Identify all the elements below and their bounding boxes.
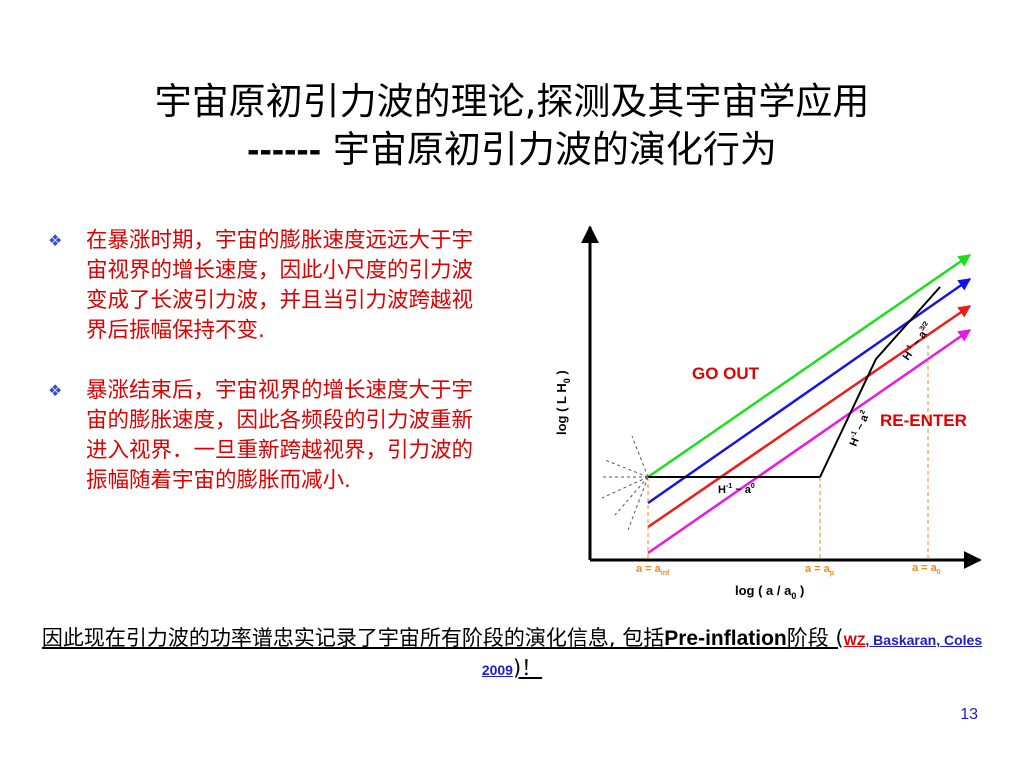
go-out-label: GO OUT <box>692 364 760 383</box>
page-number: 13 <box>960 706 978 723</box>
summary-pre-inflation: Pre-inflation <box>664 627 787 650</box>
horizon-crossing-diagram: GO OUT RE-ENTER H-1 ~ a0 H-1 ~ a2 H-1 ~ … <box>554 225 982 601</box>
diamond-bullet-icon: ❖ <box>48 381 63 400</box>
pre-inflation-dashes <box>600 435 649 531</box>
bullet-item-post-inflation: ❖ 暴涨结束后，宇宙视界的增长速度大于宇宙的膨胀速度，因此各频段的引力波重新进入… <box>48 376 493 496</box>
reference-wz-link[interactable]: WZ <box>843 632 866 648</box>
bullet-text: 在暴涨时期，宇宙的膨胀速度远远大于宇宙视界的增长速度，因此小尺度的引力波变成了长… <box>86 228 474 343</box>
wave-line-blue <box>647 277 972 505</box>
re-enter-label: RE-ENTER <box>880 411 967 430</box>
x-axis-label: log ( a / a0 ) <box>735 583 804 601</box>
tick-a-0: a = a0 <box>912 562 941 576</box>
h-mid-label: H-1 ~ a2 <box>847 409 873 448</box>
bullet-text: 暴涨结束后，宇宙视界的增长速度大于宇宙的膨胀速度，因此各频段的引力波重新进入视界… <box>86 378 474 493</box>
wave-line-green <box>647 253 972 479</box>
bullet-list: ❖ 在暴涨时期，宇宙的膨胀速度远远大于宇宙视界的增长速度，因此小尺度的引力波变成… <box>48 226 493 526</box>
summary-stage: 阶段 ( <box>786 626 844 650</box>
h-flat-label: H-1 ~ a0 <box>718 483 755 496</box>
title-subtitle: 宇宙原初引力波的演化行为 <box>321 128 777 171</box>
hubble-horizon-curve <box>648 286 941 478</box>
tick-a-p: a = ap <box>805 563 834 577</box>
bullet-item-inflation: ❖ 在暴涨时期，宇宙的膨胀速度远远大于宇宙视界的增长速度，因此小尺度的引力波变成… <box>48 226 493 346</box>
wave-line-magenta <box>647 328 972 555</box>
wave-line-red <box>647 304 972 529</box>
slide-title: 宇宙原初引力波的理论,探测及其宇宙学应用 ------ 宇宙原初引力波的演化行为 <box>40 78 984 174</box>
summary-close: )！ <box>512 656 543 680</box>
y-axis-label: log ( L H0 ) <box>554 370 572 435</box>
diamond-bullet-icon: ❖ <box>48 231 63 250</box>
tick-a-inf: a = ainf <box>636 563 670 577</box>
title-line-1: 宇宙原初引力波的理论,探测及其宇宙学应用 <box>154 80 870 123</box>
title-dashes: ------ <box>247 129 322 170</box>
reference-link[interactable]: , Baskaran, Coles 2009 <box>481 632 983 678</box>
title-line-2: ------ 宇宙原初引力波的演化行为 <box>40 126 984 174</box>
summary-text: 因此现在引力波的功率谱忠实记录了宇宙所有阶段的演化信息, 包括Pre-infla… <box>40 624 984 684</box>
summary-main: 因此现在引力波的功率谱忠实记录了宇宙所有阶段的演化信息, 包括 <box>41 626 665 650</box>
